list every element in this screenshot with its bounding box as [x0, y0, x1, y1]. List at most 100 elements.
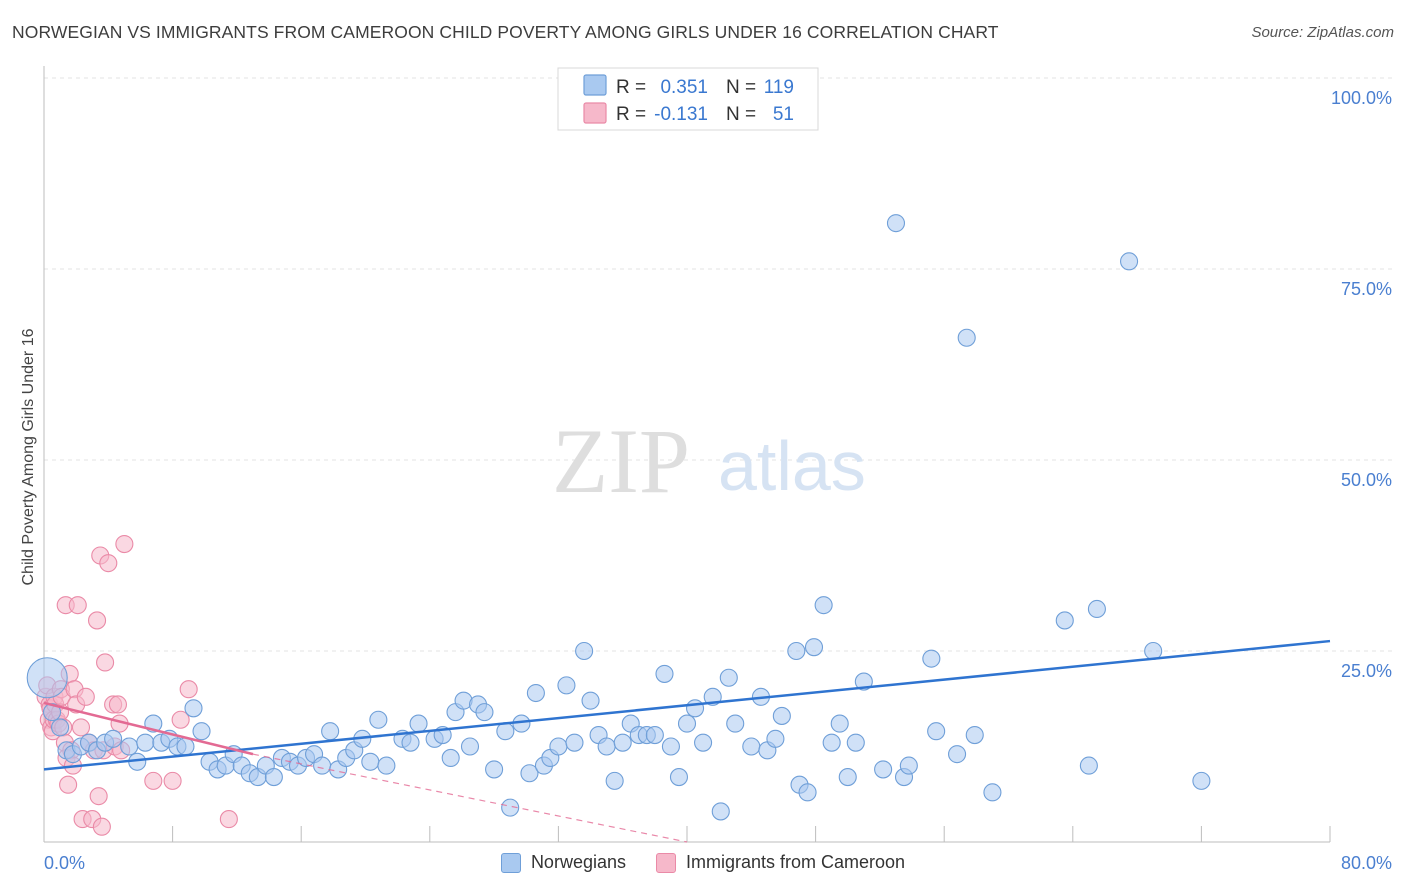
norwegian-point — [874, 760, 893, 779]
cameroon-point — [163, 771, 182, 790]
norwegian-point — [645, 725, 664, 745]
legend-item-norwegians: Norwegians — [500, 852, 626, 873]
norwegian-point — [520, 764, 539, 783]
legend-n-label-1: N = — [726, 77, 756, 98]
cameroon-point — [92, 817, 111, 836]
norwegian-point — [184, 699, 203, 718]
cameroon-point — [171, 710, 190, 729]
legend-r-value-2: -0.131 — [654, 104, 708, 125]
norwegian-point — [814, 596, 833, 615]
legend-swatch-blue — [583, 74, 607, 96]
norwegian-point — [377, 756, 396, 775]
norwegian-point — [846, 733, 865, 752]
norwegian-point — [575, 641, 594, 661]
norwegian-point — [51, 718, 70, 737]
norwegian-point — [772, 706, 791, 725]
trend-lines — [43, 639, 1331, 843]
norwegian-point — [192, 722, 211, 741]
norwegian-point — [787, 641, 806, 661]
legend-r-label-1: R = — [616, 77, 646, 98]
norwegians-label: Norwegians — [530, 852, 626, 872]
norwegian-point — [965, 725, 984, 745]
norwegian-point — [957, 328, 976, 347]
y-tick-label: 75.0% — [1341, 279, 1392, 299]
norwegian-point — [669, 768, 689, 787]
y-tick-label: 25.0% — [1341, 661, 1392, 681]
norwegian-point — [409, 714, 428, 733]
norwegian-point — [496, 722, 515, 741]
tick-labels: 25.0% 50.0% 75.0% 100.0% 0.0% 80.0% — [44, 88, 1392, 873]
norwegian-point — [26, 657, 68, 699]
norwegian-point — [766, 729, 785, 748]
norwegian-point — [485, 760, 504, 779]
norwegian-point — [176, 737, 195, 756]
norwegian-point — [581, 691, 600, 710]
legend-box: R = 0.351 N = 119 R = -0.131 N = 51 — [557, 67, 819, 131]
grid-layer — [44, 77, 1394, 652]
norwegian-point — [605, 771, 624, 790]
cameroon-point — [179, 680, 198, 699]
legend-n-label-2: N = — [726, 104, 756, 125]
norwegian-point — [441, 748, 460, 768]
legend-r-value-1: 0.351 — [660, 77, 708, 98]
legend-n-value-2: 51 — [773, 104, 794, 125]
norwegian-point — [655, 664, 674, 683]
norwegian-point — [42, 703, 62, 722]
norwegian-point — [1055, 611, 1074, 630]
x-tick-label-min: 0.0% — [44, 853, 85, 873]
norwegian-point — [838, 768, 857, 787]
cameroon-label: Immigrants from Cameroon — [685, 852, 906, 872]
watermark-atlas: atlas — [718, 427, 866, 505]
norwegian-point — [983, 783, 1002, 802]
source-label: Source: ZipAtlas.com — [1251, 24, 1394, 41]
norwegian-point — [742, 737, 761, 756]
legend-n-value-1: 119 — [764, 77, 794, 98]
norwegian-point — [1079, 756, 1098, 775]
norwegian-point — [501, 798, 520, 817]
norwegian-point — [804, 638, 824, 657]
norwegian-point — [104, 729, 123, 748]
cameroon-point — [108, 695, 127, 714]
norwegian-point — [711, 802, 730, 821]
norwegian-point — [854, 672, 873, 691]
norwegian-point — [948, 745, 967, 764]
cameroon-point — [99, 554, 118, 573]
norwegian-point — [264, 768, 283, 787]
cameroon-swatch — [655, 852, 676, 873]
norwegians-swatch — [500, 852, 521, 873]
norwegian-point — [726, 714, 745, 733]
bottom-legend: Norwegians Immigrants from Cameroon — [0, 852, 1406, 873]
cameroon-point — [115, 534, 134, 554]
norwegian-point — [719, 668, 738, 687]
norwegian-point — [613, 733, 632, 752]
norwegian-point — [460, 737, 480, 756]
norwegian-point — [830, 714, 849, 733]
norwegian-point — [557, 676, 576, 695]
norwegian-point — [899, 756, 918, 775]
y-tick-label: 100.0% — [1331, 88, 1392, 108]
norwegian-point — [927, 722, 946, 741]
norwegian-point — [661, 737, 680, 756]
norwegian-point — [1087, 599, 1106, 619]
legend-swatch-pink — [583, 102, 607, 124]
norwegian-point — [694, 733, 713, 752]
cameroon-point — [96, 653, 115, 672]
norwegian-point — [822, 733, 841, 752]
legend-item-cameroon: Immigrants from Cameroon — [655, 852, 906, 873]
cameroon-points — [36, 534, 238, 836]
norwegian-point — [1192, 771, 1211, 790]
norwegians-trend-line — [43, 639, 1331, 771]
norwegian-points — [26, 214, 1211, 821]
norwegian-point — [361, 752, 380, 771]
norwegian-point — [475, 703, 494, 722]
norwegian-point — [1120, 252, 1139, 271]
chart-title: NORWEGIAN VS IMMIGRANTS FROM CAMEROON CH… — [12, 22, 999, 42]
cameroon-trend-extension — [252, 753, 688, 843]
norwegian-point — [369, 710, 388, 729]
cameroon-point — [219, 810, 238, 829]
norwegian-point — [922, 649, 941, 668]
norwegian-point — [597, 737, 616, 756]
norwegian-point — [798, 783, 817, 802]
norwegian-point — [313, 756, 332, 775]
norwegian-point — [401, 733, 420, 752]
